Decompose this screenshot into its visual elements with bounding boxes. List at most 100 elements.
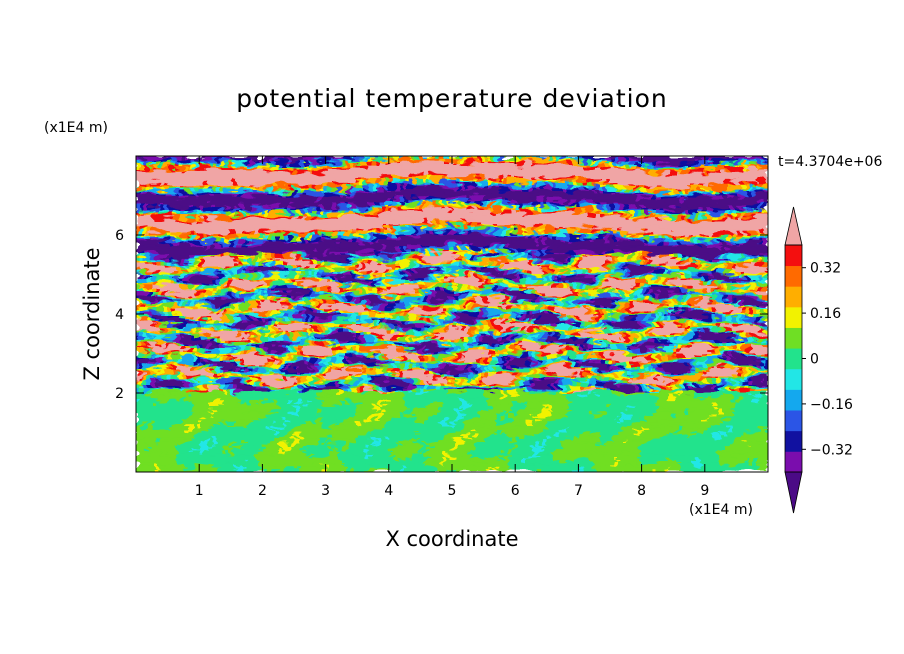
contour-cell [240,158,245,163]
contour-cell [172,199,177,203]
contour-cell [344,158,349,163]
contour-cell [372,187,377,192]
contour-cell [332,187,337,192]
contour-cell [648,161,653,166]
contour-cell [712,164,717,169]
contour-cell [324,199,329,203]
contour-cell [356,184,361,189]
contour-cell [380,158,385,163]
contour-cell [664,199,669,203]
contour-cell [596,158,601,163]
contour-cell [296,167,301,171]
contour-cell [692,193,697,197]
contour-cell [456,170,461,174]
contour-cell [760,156,765,160]
contour-cell [640,178,645,183]
contour-cell [156,184,161,189]
contour-cell [384,190,389,194]
contour-cell [684,178,689,183]
contour-cell [236,181,241,186]
contour-cell [416,201,421,206]
contour-cell [688,201,693,206]
contour-cell [728,176,733,180]
contour-cell [680,167,685,171]
contour-cell [328,156,333,160]
contour-cell [692,199,697,203]
contour-cell [220,201,225,206]
contour-cell [136,156,141,160]
contour-cell [516,184,521,189]
contour-cell [588,167,593,171]
contour-cell [708,181,713,186]
contour-cell [168,181,173,186]
contour-cell [464,170,469,174]
contour-cell [720,164,725,169]
contour-cell [320,190,325,194]
contour-cell [452,173,457,177]
contour-cell [352,164,357,169]
contour-cell [156,164,161,169]
contour-cell [520,190,525,194]
contour-cell [496,167,501,171]
contour-cell [728,164,733,169]
contour-cell [328,184,333,189]
contour-cell [576,181,581,186]
contour-cell [588,161,593,166]
contour-cell [536,176,541,180]
contour-cell [620,196,625,200]
contour-cell [364,158,369,163]
contour-cell [184,161,189,166]
contour-cell [424,199,429,203]
contour-cell [200,176,205,180]
contour-cell [728,167,733,171]
contour-cell [276,199,281,203]
contour-cell [584,170,589,174]
contour-cell [564,178,569,183]
contour-cell [452,193,457,197]
contour-cell [612,199,617,203]
contour-cell [348,190,353,194]
contour-cell [268,164,273,169]
contour-cell [624,190,629,194]
contour-cell [548,184,553,189]
contour-cell [468,187,473,192]
contour-cell [492,201,497,206]
contour-cell [580,193,585,197]
contour-cell [180,201,185,206]
contour-cell [328,161,333,166]
contour-cell [148,176,153,180]
contour-cell [704,161,709,166]
contour-cell [356,167,361,171]
contour-cell [568,187,573,192]
contour-cell [648,190,653,194]
contour-cell [644,187,649,192]
contour-cell [688,184,693,189]
contour-cell [684,196,689,200]
contour-cell [644,173,649,177]
contour-cell [292,164,297,169]
contour-cell [264,176,269,180]
contour-cell [444,181,449,186]
contour-cell [224,184,229,189]
contour-cell [316,173,321,177]
contour-cell [260,187,265,192]
contour-cell [708,199,713,203]
contour-cell [348,184,353,189]
contour-cell [216,167,221,171]
contour-cell [300,181,305,186]
contour-cell [388,173,393,177]
contour-cell [424,181,429,186]
contour-cell [680,181,685,186]
contour-cell [484,193,489,197]
contour-cell [240,190,245,194]
contour-cell [560,170,565,174]
contour-cell [764,156,768,160]
contour-cell [684,170,689,174]
contour-cell [444,170,449,174]
contour-cell [572,196,577,200]
contour-cell [680,170,685,174]
contour-cell [316,164,321,169]
contour-cell [220,176,225,180]
contour-cell [408,167,413,171]
contour-cell [732,201,737,206]
